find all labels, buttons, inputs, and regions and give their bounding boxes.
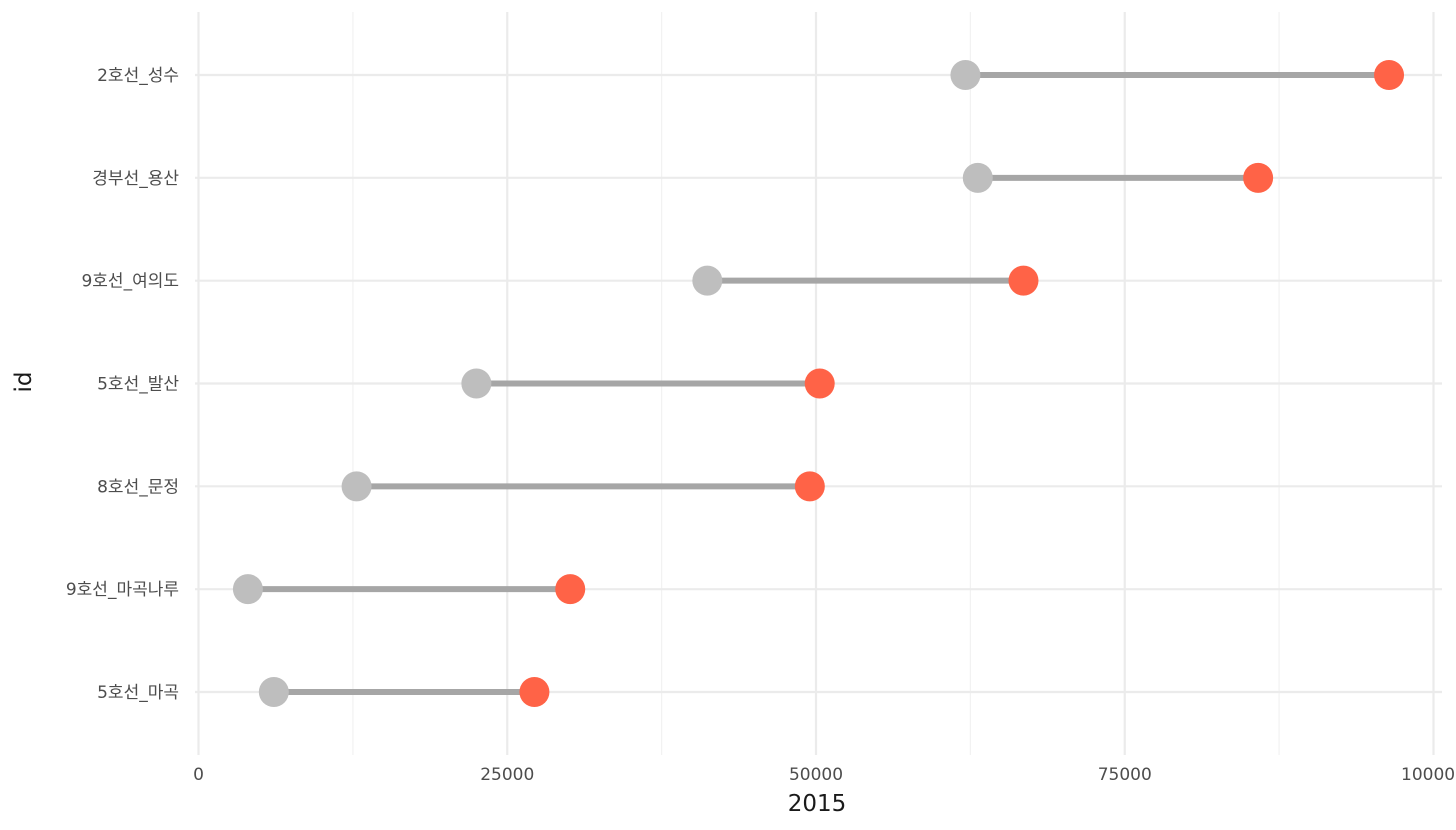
end-point (1374, 60, 1405, 90)
start-point (950, 60, 981, 90)
start-point (692, 265, 723, 296)
points (232, 60, 1405, 707)
start-point (258, 677, 289, 707)
segments (247, 72, 1390, 695)
start-point (461, 368, 492, 399)
x-tick-label: 25000 (480, 765, 534, 785)
x-tick-label: 75000 (1098, 765, 1152, 785)
x-tick-label: 100000 (1401, 765, 1456, 785)
y-tick-label: 9호선_마곡나루 (66, 580, 179, 600)
start-point (341, 471, 372, 502)
end-point (1243, 162, 1274, 193)
start-point (232, 574, 263, 605)
x-tick-label: 0 (193, 765, 204, 785)
end-point (804, 368, 835, 399)
end-point (794, 471, 825, 502)
y-tick-label: 5호선_발산 (97, 375, 179, 395)
start-point (962, 162, 993, 193)
end-point (519, 677, 550, 707)
y-tick-label: 9호선_여의도 (81, 272, 179, 292)
y-tick-label: 2호선_성수 (97, 66, 179, 86)
x-tick-labels: 0 25000 50000 75000 100000 (193, 765, 1456, 785)
end-point (555, 574, 586, 605)
x-axis-title: 2015 (788, 791, 847, 817)
x-tick-label: 50000 (789, 765, 843, 785)
y-tick-label: 5호선_마곡 (97, 683, 179, 703)
y-axis-title: id (11, 372, 37, 393)
y-tick-label: 8호선_문정 (97, 477, 179, 497)
y-tick-label: 경부선_용산 (92, 169, 179, 189)
end-point (1008, 265, 1039, 296)
